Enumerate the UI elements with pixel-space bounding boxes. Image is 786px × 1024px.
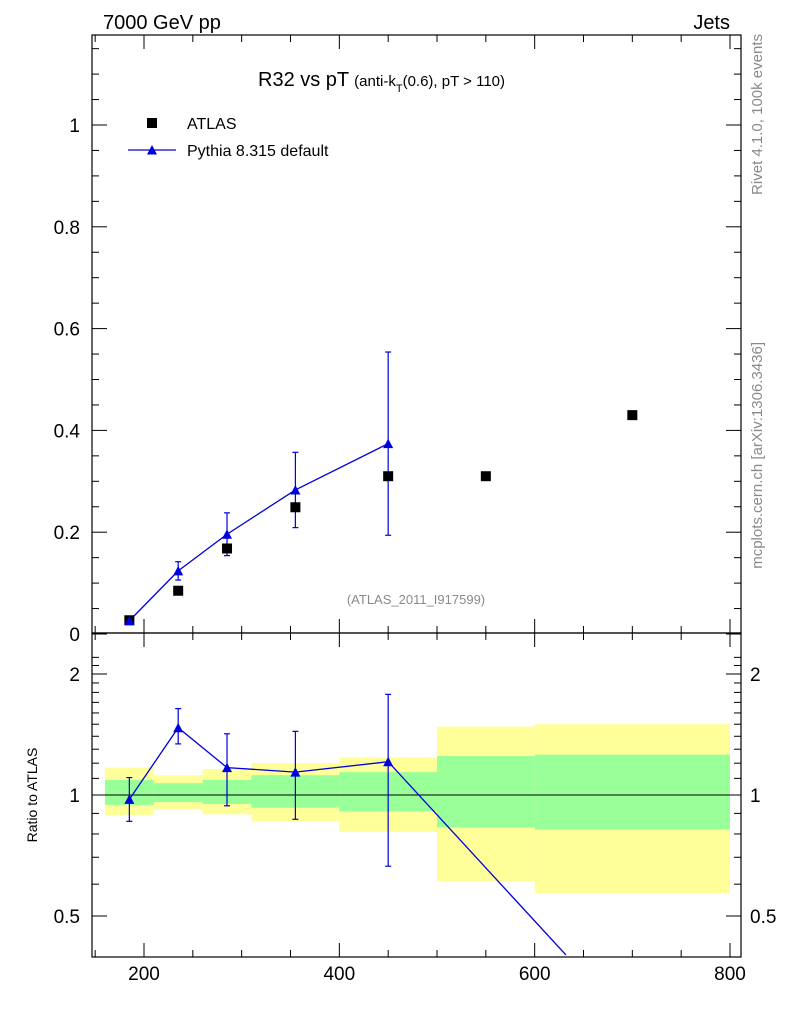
atlas-data-point [627, 410, 638, 421]
atlas-data-point [290, 502, 301, 513]
atlas-data-point [480, 471, 491, 482]
y-tick-label: 0.6 [54, 320, 80, 341]
ratio-data-point [290, 767, 301, 777]
main-plot-panel: 0 0.2 0.4 0.6 0.8 1 R32 vs pT (anti-kT(0.6), p… [54, 34, 742, 646]
x-tick-label: 800 [714, 964, 746, 985]
main-plot-axes: 0 0.2 0.4 0.6 0.8 1 [54, 35, 741, 646]
y-tick-label: 0.2 [54, 523, 80, 544]
ratio-y-tick-label-right: 0.5 [750, 907, 776, 928]
main-plot-data [124, 351, 638, 626]
ratio-y-tick-label-left: 0.5 [54, 907, 80, 928]
y-tick-label: 0.8 [54, 218, 80, 239]
pythia-data-point [222, 529, 233, 539]
legend: ATLAS Pythia 8.315 default [128, 116, 329, 160]
header-jets-label: Jets [693, 12, 730, 34]
legend-pythia-label: Pythia 8.315 default [187, 143, 329, 160]
plot-title: R32 vs pT (anti-kT(0.6), pT > 110) [258, 69, 505, 95]
ratio-pythia-line [128, 726, 567, 956]
ratio-band-green [534, 754, 730, 830]
ratio-plot-panel: 0.5 0.5 1 1 2 2 200 400 600 800 Ratio to ATLAS [24, 632, 776, 985]
ratio-plot-axes: 0.5 0.5 1 1 2 2 200 400 600 800 [54, 633, 776, 985]
atlas-data-point [173, 585, 184, 596]
mcplots-label: mcplots.cern.ch [arXiv:1306.3436] [749, 342, 766, 569]
ratio-band-green [437, 756, 535, 828]
x-tick-label: 400 [323, 964, 355, 985]
y-tick-label: 1 [69, 116, 80, 137]
y-tick-label: 0.4 [54, 421, 81, 442]
ratio-y-tick-label-right: 2 [750, 665, 761, 686]
ratio-uncertainty-bands [104, 724, 730, 894]
legend-atlas-marker [147, 118, 157, 128]
legend-pythia-marker [147, 145, 157, 155]
x-tick-label: 200 [128, 964, 160, 985]
ratio-data [124, 693, 567, 956]
ratio-y-tick-label-left: 2 [69, 665, 80, 686]
legend-atlas-label: ATLAS [187, 116, 237, 133]
analysis-tag: (ATLAS_2011_I917599) [347, 592, 485, 607]
y-tick-label: 0 [69, 625, 80, 646]
ratio-y-axis-label: Ratio to ATLAS [24, 748, 40, 843]
ratio-band-green [153, 783, 203, 803]
ratio-y-tick-label-left: 1 [69, 786, 80, 807]
x-tick-label: 600 [519, 964, 551, 985]
rivet-version-label: Rivet 4.1.0, 100k events [749, 34, 766, 195]
pythia-data-point [383, 438, 394, 449]
ratio-plot-frame [91, 632, 742, 958]
ratio-data-point [222, 762, 233, 773]
pythia-data-point [290, 484, 301, 495]
ratio-data-point [383, 756, 394, 767]
header-energy-label: 7000 GeV pp [103, 12, 221, 34]
atlas-data-point [222, 543, 233, 554]
ratio-y-tick-label-right: 1 [750, 786, 761, 807]
pythia-data-point [124, 615, 135, 626]
pythia-data-point [173, 565, 184, 576]
atlas-data-point [383, 471, 394, 482]
ratio-data-point [173, 722, 184, 733]
ratio-data-point [124, 794, 135, 804]
